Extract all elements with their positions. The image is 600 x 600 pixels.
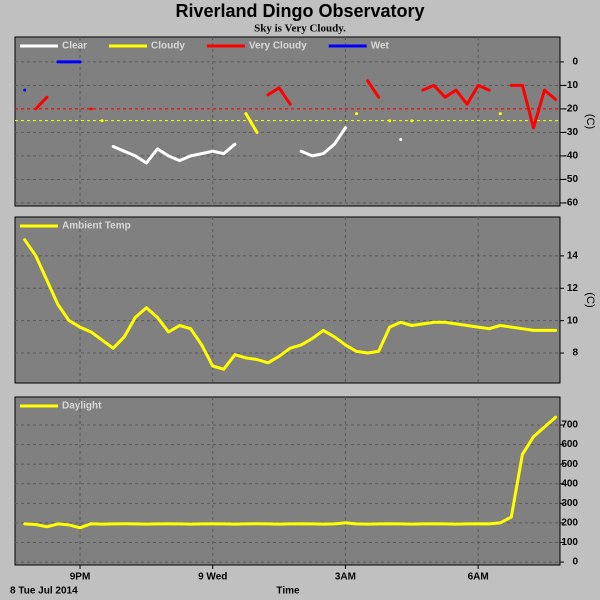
data-line bbox=[23, 238, 558, 371]
date-label: 8 Tue Jul 2014 bbox=[10, 586, 78, 597]
x-tick-label: 3AM bbox=[335, 572, 356, 583]
y-tick-label: 300 bbox=[561, 498, 578, 509]
y-tick-label: 10 bbox=[567, 315, 579, 326]
legend-label: Daylight bbox=[62, 401, 102, 412]
y-tick-label: 0 bbox=[572, 57, 578, 68]
legend-label: Clear bbox=[62, 41, 87, 52]
y-tick-label: -50 bbox=[564, 174, 579, 185]
chart-subtitle: Sky is Very Cloudy. bbox=[254, 23, 346, 35]
y-tick-label: -30 bbox=[564, 127, 579, 138]
x-tick-label: 6AM bbox=[468, 572, 489, 583]
y-tick-label: 12 bbox=[567, 283, 579, 294]
y-tick-label: -20 bbox=[564, 104, 579, 115]
data-line bbox=[23, 60, 82, 92]
data-line bbox=[34, 79, 558, 130]
y-tick-label: 700 bbox=[561, 420, 578, 431]
y-tick-label: 200 bbox=[561, 518, 578, 529]
legend-label: Wet bbox=[371, 41, 390, 52]
x-tick-label: 9PM bbox=[70, 572, 91, 583]
x-axis-label: Time bbox=[276, 586, 300, 597]
y-tick-label: 600 bbox=[561, 439, 578, 450]
y-axis-label: (C) bbox=[584, 292, 596, 307]
legend-label: Cloudy bbox=[151, 41, 185, 52]
y-tick-label: -10 bbox=[564, 80, 579, 91]
y-tick-label: -40 bbox=[564, 151, 579, 162]
y-tick-label: -60 bbox=[564, 198, 579, 209]
data-line bbox=[100, 112, 502, 134]
y-tick-label: 8 bbox=[572, 348, 578, 359]
y-tick-label: 500 bbox=[561, 459, 578, 470]
plot-area bbox=[14, 216, 561, 384]
y-tick-label: 400 bbox=[561, 478, 578, 489]
y-tick-label: 100 bbox=[561, 537, 578, 548]
y-tick-label: 14 bbox=[567, 251, 579, 262]
data-line bbox=[23, 415, 558, 530]
data-line bbox=[111, 126, 403, 165]
chart-title: Riverland Dingo Observatory bbox=[175, 1, 424, 21]
y-tick-label: 0 bbox=[572, 557, 578, 568]
y-axis-label: (C) bbox=[584, 114, 596, 129]
plot-area bbox=[14, 36, 561, 207]
legend-label: Ambient Temp bbox=[62, 221, 131, 232]
x-tick-label: 9 Wed bbox=[198, 572, 227, 583]
legend-label: Very Cloudy bbox=[249, 41, 307, 52]
